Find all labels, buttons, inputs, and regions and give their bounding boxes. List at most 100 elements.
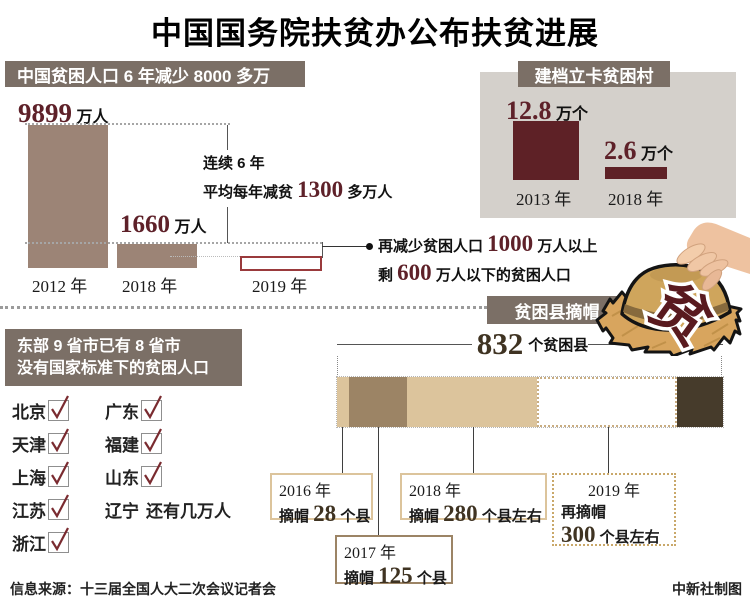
annual-note-line2: 平均每年减贫 1300 多万人 [203,177,392,206]
source-note: 信息来源：十三届全国人大二次会议记者会 [10,581,276,597]
label-box-2017: 2017 年 摘帽 125 个县 [335,535,453,588]
province-row-fujian: 福建 [105,428,162,456]
rule-left [337,343,472,345]
province-row-zhejiang: 浙江 [12,527,69,555]
province-label: 北京 [12,403,46,422]
section-header-eastern: 东部 9 省市已有 8 省市 没有国家标准下的贫困人口 [5,329,242,386]
tick-right [721,356,722,377]
bar-2012 [28,125,108,268]
villages-value-2013: 12.8 万个 [506,96,588,126]
box-2019-line2: 再摘帽 [561,504,607,521]
segment-remaining [677,377,723,427]
connector-horizontal [322,246,368,247]
segment-2019 [537,377,677,427]
villages-value-2018: 2.6 万个 [604,136,673,166]
checkbox-shanghai[interactable] [48,461,69,487]
villages-num-2018: 2.6 [604,136,637,165]
box-2018-prefix: 摘帽 [409,508,444,525]
villages-num-2013: 12.8 [506,96,552,125]
box-2017-value: 摘帽 125 个县 [344,563,447,589]
province-label: 辽宁 [105,502,139,521]
box-2017-number: 125 [378,563,413,588]
province-label: 福建 [105,436,139,455]
bar-2019-target-outline [240,256,322,271]
section-header-county-hat-label: 贫困县摘帽 [514,302,600,322]
box-2016-value: 摘帽 28 个县 [279,501,370,527]
total-counties-number: 832 [476,326,524,361]
annual-note-prefix: 平均每年减贫 [203,184,298,201]
axis-label-2012: 2012 年 [32,277,88,296]
villages-bar-2018 [605,167,667,179]
box-2016-year: 2016 年 [279,483,332,500]
province-row-liaoning: 辽宁 还有几万人 [105,497,231,522]
checkbox-tianjin[interactable] [48,428,69,454]
annual-reduction-note: 连续 6 年 平均每年减贫 1300 多万人 [199,150,397,207]
province-row-guangdong: 广东 [105,395,162,423]
unit-2012: 万人 [76,109,109,126]
total-counties-unit: 个贫困县 [528,336,589,354]
target-l2-number: 600 [397,260,432,285]
target-l2-prefix: 剩 [378,267,398,284]
checkbox-shandong[interactable] [141,461,162,487]
province-label: 江苏 [12,502,46,521]
province-row-jiangsu: 江苏 [12,494,69,522]
box-2016-suffix: 个县 [336,508,371,525]
province-label: 上海 [12,469,46,488]
page-title: 中国国务院扶贫办公布扶贫进展 [151,16,599,51]
leader-2019 [608,427,609,474]
box-2017-year: 2017 年 [344,545,397,562]
province-label: 广东 [105,403,139,422]
box-2017-prefix: 摘帽 [344,570,379,587]
checkbox-beijing[interactable] [48,395,69,421]
stacked-bar-counties [336,376,724,428]
villages-unit-2018: 万个 [640,146,673,163]
box-2019-year: 2019 年 [587,483,640,500]
section-header-villages-label: 建档立卡贫困村 [534,66,654,86]
target-l2-suffix: 万人以下的贫困人口 [431,267,571,284]
villages-bar-2013 [513,121,579,180]
axis-label-2019: 2019 年 [252,277,308,296]
box-2019-number: 300 [561,522,596,547]
section-header-villages: 建档立卡贫困村 [518,61,670,87]
villages-axis-2018: 2018 年 [608,190,664,209]
hat-illustration: 贫 [595,222,750,356]
box-2018-suffix: 个县左右 [477,508,542,525]
value-label-2018: 1660 万人 [120,211,206,239]
tick-left [337,356,338,377]
connector-vertical [322,242,323,258]
leader-2018 [473,427,474,474]
target-2019-note: 再减少贫困人口 1000 万人以上 剩 600 万人以下的贫困人口 [378,231,597,289]
eastern-header-line1: 东部 9 省市已有 8 省市 [17,337,181,355]
checkbox-jiangsu[interactable] [48,494,69,520]
box-2019-value: 300 个县左右 [561,522,667,548]
hat-band [623,302,729,323]
checkbox-zhejiang[interactable] [48,527,69,553]
box-2019-suffix: 个县左右 [595,529,660,546]
box-2018-value: 摘帽 280 个县左右 [409,501,542,527]
box-2016-number: 28 [313,501,337,526]
section-header-poverty-population-label: 中国贫困人口 6 年减少 8000 多万 [17,66,271,86]
province-row-shandong: 山东 [105,461,162,489]
target-l1-suffix: 万人以上 [533,238,598,255]
eastern-header-line2: 没有国家标准下的贫困人口 [17,359,210,377]
target-l1-prefix: 再减少贫困人口 [378,238,488,255]
annual-note-line1: 连续 6 年 [203,155,265,172]
segment-2017 [349,377,407,427]
checkbox-fujian[interactable] [141,428,162,454]
box-2016-prefix: 摘帽 [279,508,314,525]
target-note-line2: 剩 600 万人以下的贫困人口 [378,260,597,289]
box-2018-year: 2018 年 [409,483,462,500]
province-row-tianjin: 天津 [12,428,69,456]
section-header-poverty-population: 中国贫困人口 6 年减少 8000 多万 [5,61,305,87]
province-label: 山东 [105,469,139,488]
gridline-2019 [170,256,240,257]
connector-dot [366,243,373,250]
gridline-9899 [25,123,230,125]
checkbox-guangdong[interactable] [141,395,162,421]
province-row-beijing: 北京 [12,395,69,423]
province-row-shanghai: 上海 [12,461,69,489]
label-box-2019: 2019 年 再摘帽 300 个县左右 [552,473,676,548]
annual-note-suffix: 多万人 [343,184,393,201]
label-box-2018: 2018 年 摘帽 280 个县左右 [400,473,547,526]
